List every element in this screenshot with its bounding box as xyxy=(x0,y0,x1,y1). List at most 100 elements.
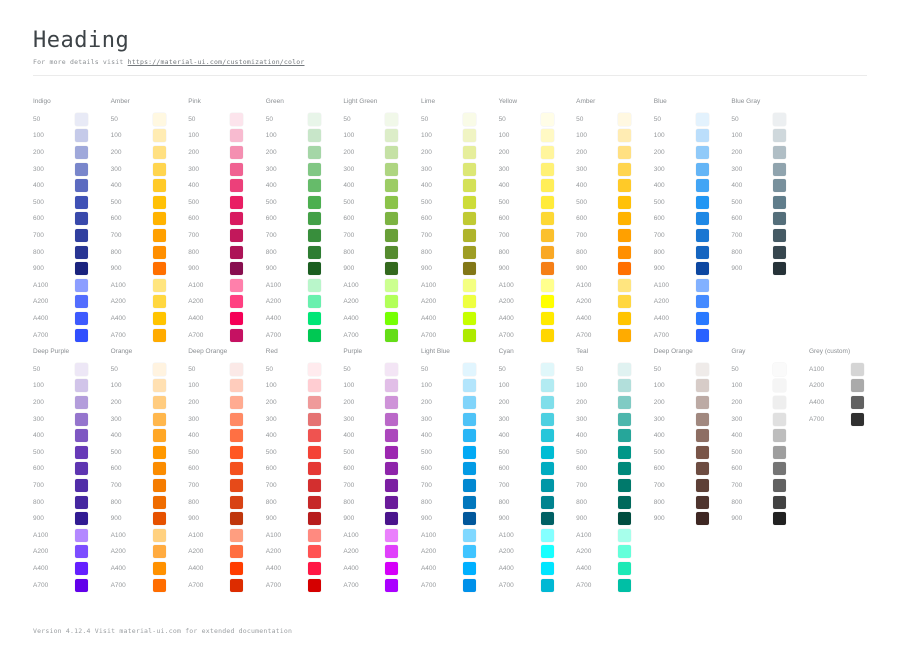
color-swatch xyxy=(695,395,709,409)
shade-label: A200 xyxy=(110,548,126,556)
shade-label: A100 xyxy=(188,281,204,289)
color-swatch xyxy=(75,311,88,325)
page-title: Heading xyxy=(33,28,130,53)
shade-row: 50 xyxy=(188,361,266,378)
shade-row: A200 xyxy=(343,294,421,311)
shade-label: 800 xyxy=(420,498,432,506)
shade-label: A700 xyxy=(576,331,592,339)
color-column-amber: Amber 50 100 200 300 400 500 600 700 800 900 A100 A2… xyxy=(576,97,654,343)
shade-row: 800 xyxy=(499,494,577,511)
color-swatch xyxy=(152,445,166,459)
color-swatch xyxy=(385,578,399,592)
color-swatch xyxy=(773,429,787,443)
shade-row: 800 xyxy=(188,244,266,261)
shade-row: A200 xyxy=(576,544,654,561)
shade-label: A100 xyxy=(33,531,49,539)
shade-row: 600 xyxy=(499,211,577,228)
shade-row: 800 xyxy=(33,244,111,261)
shade-row: 300 xyxy=(188,161,266,178)
shade-label: A200 xyxy=(498,298,514,306)
shade-row: 400 xyxy=(343,427,421,444)
shade-label: 600 xyxy=(33,215,44,223)
shade-row: 800 xyxy=(421,494,499,511)
shade-label: 50 xyxy=(576,115,584,123)
color-name-label: Orange xyxy=(110,348,133,355)
color-swatch xyxy=(152,295,166,309)
shade-label: 100 xyxy=(731,382,743,390)
shade-row: 700 xyxy=(576,227,654,244)
color-swatch xyxy=(618,162,632,176)
shade-row: 900 xyxy=(499,260,577,277)
shade-label: 900 xyxy=(265,265,277,273)
shade-row: A200 xyxy=(33,544,111,561)
color-swatch xyxy=(618,195,632,209)
shade-row: A700 xyxy=(266,327,344,344)
shade-label: 600 xyxy=(498,465,510,473)
customization-color-link[interactable]: https://material-ui.com/customization/co… xyxy=(127,58,305,66)
shade-label: 800 xyxy=(110,248,122,256)
shade-row: 300 xyxy=(654,161,732,178)
shade-row: 50 xyxy=(266,111,344,128)
shade-row: 900 xyxy=(576,510,654,527)
color-swatch xyxy=(230,528,244,542)
shade-label: A200 xyxy=(343,298,359,306)
shade-row: 900 xyxy=(188,260,266,277)
shade-label: 800 xyxy=(33,498,44,506)
color-swatch xyxy=(385,112,399,126)
shade-row: A400 xyxy=(343,310,421,327)
color-swatch xyxy=(462,412,476,426)
shade-row: 400 xyxy=(421,427,499,444)
color-swatch xyxy=(462,145,476,159)
shade-label: 700 xyxy=(576,231,588,239)
shade-row: 100 xyxy=(343,128,421,145)
shade-label: 300 xyxy=(188,165,200,173)
shade-row: 700 xyxy=(731,477,809,494)
shade-row: 800 xyxy=(731,244,809,261)
shade-row: 400 xyxy=(33,177,111,194)
color-swatch xyxy=(230,395,244,409)
shade-label: 50 xyxy=(188,365,196,373)
shade-label: 800 xyxy=(188,248,200,256)
color-swatch xyxy=(152,495,166,509)
color-swatch xyxy=(307,295,321,309)
color-swatch xyxy=(385,362,399,376)
shade-row: 900 xyxy=(421,510,499,527)
color-swatch xyxy=(618,379,632,393)
shade-label: 700 xyxy=(576,481,588,489)
shade-row: 100 xyxy=(343,378,421,395)
shade-row: 200 xyxy=(266,394,344,411)
color-swatch xyxy=(307,528,321,542)
shade-row: 900 xyxy=(576,260,654,277)
shade-label: A700 xyxy=(265,331,281,339)
shade-label: 900 xyxy=(343,515,355,523)
color-swatch xyxy=(230,578,244,592)
shade-label: 700 xyxy=(110,231,122,239)
color-swatch xyxy=(773,412,787,426)
shade-row: 400 xyxy=(33,427,111,444)
shade-label: 300 xyxy=(498,165,510,173)
shade-label: 900 xyxy=(498,265,510,273)
color-swatch xyxy=(307,545,321,559)
shade-row: 200 xyxy=(343,394,421,411)
shade-label: 50 xyxy=(498,115,506,123)
shade-label: 500 xyxy=(188,448,200,456)
color-name-label: Cyan xyxy=(498,348,514,355)
shade-row: 400 xyxy=(576,177,654,194)
shade-label: 400 xyxy=(653,432,665,440)
color-column-deep-orange: Deep Orange 50 100 200 300 400 500 600 700 800 900 xyxy=(654,347,732,593)
color-swatch xyxy=(75,379,88,393)
shade-label: A200 xyxy=(420,548,437,556)
color-swatch xyxy=(618,145,632,159)
shade-row: 700 xyxy=(266,477,344,494)
shade-row: 300 xyxy=(188,411,266,428)
shade-row: 500 xyxy=(576,194,654,211)
color-swatch xyxy=(618,395,632,409)
shade-row: A100 xyxy=(499,527,577,544)
shade-label: 50 xyxy=(343,365,351,373)
color-swatch xyxy=(385,328,399,342)
shade-row: 900 xyxy=(111,260,189,277)
shade-label: 700 xyxy=(33,231,44,239)
shade-row: 200 xyxy=(499,394,577,411)
color-swatch xyxy=(385,195,399,209)
shade-label: A100 xyxy=(265,281,281,289)
